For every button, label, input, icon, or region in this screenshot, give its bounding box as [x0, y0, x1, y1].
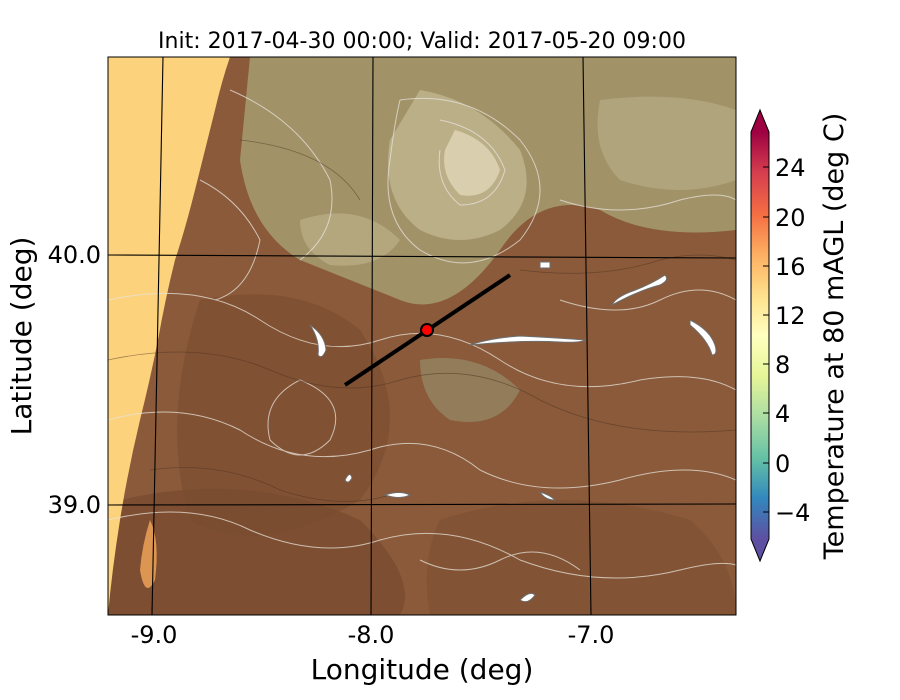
- colorbar-tick-label: 24: [775, 154, 806, 182]
- x-tick-label: -8.0: [348, 621, 395, 649]
- x-axis-label: Longitude (deg): [311, 653, 534, 686]
- lowland-region: [177, 294, 390, 536]
- colorbar-gradient: [751, 132, 769, 539]
- y-tick-label: 40.0: [48, 241, 101, 269]
- colorbar[interactable]: 24 20 16 12 8 4 0 −4 Temperature at 80 m…: [750, 108, 850, 563]
- map-panel[interactable]: [108, 57, 736, 615]
- x-tick-label: -9.0: [131, 621, 178, 649]
- y-axis-label: Latitude (deg): [5, 237, 38, 436]
- colorbar-tick-label: 20: [775, 204, 806, 232]
- highland-region[interactable]: [597, 96, 737, 190]
- colorbar-tick-label: 0: [775, 450, 790, 478]
- colorbar-ticks: [763, 166, 769, 513]
- highland-region[interactable]: [300, 213, 400, 266]
- colorbar-tick-label: 12: [775, 302, 806, 330]
- x-tick-label: -7.0: [568, 621, 615, 649]
- colorbar-tick-label: 16: [775, 253, 806, 281]
- colorbar-tick-label: 8: [775, 351, 790, 379]
- colorbar-tick-label: 4: [775, 400, 790, 428]
- highland-region[interactable]: [444, 130, 500, 196]
- y-tick-label: 39.0: [48, 491, 101, 519]
- plot-title: Init: 2017-04-30 00:00; Valid: 2017-05-2…: [158, 29, 686, 54]
- site-marker[interactable]: [420, 323, 434, 337]
- lowland-region: [108, 488, 405, 615]
- colorbar-extend-max: [751, 110, 769, 132]
- y-axis: 40.0 39.0 Latitude (deg): [5, 237, 116, 519]
- colorbar-outline: [750, 108, 770, 563]
- colorbar-extend-min: [751, 539, 769, 561]
- ocean-region[interactable]: [108, 57, 230, 615]
- x-axis: -9.0 -8.0 -7.0 Longitude (deg): [131, 607, 615, 686]
- map-frame: [107, 56, 737, 616]
- highland-region[interactable]: [420, 358, 520, 422]
- isotherm-contours-dark: [108, 139, 736, 502]
- colorbar-label: Temperature at 80 mAGL (deg C): [819, 113, 850, 561]
- isotherm-contours: [108, 89, 736, 579]
- colorbar-tick-label: −4: [775, 499, 810, 527]
- lowland-region: [426, 500, 736, 615]
- reservoirs: [309, 261, 717, 603]
- graticule: [108, 57, 736, 615]
